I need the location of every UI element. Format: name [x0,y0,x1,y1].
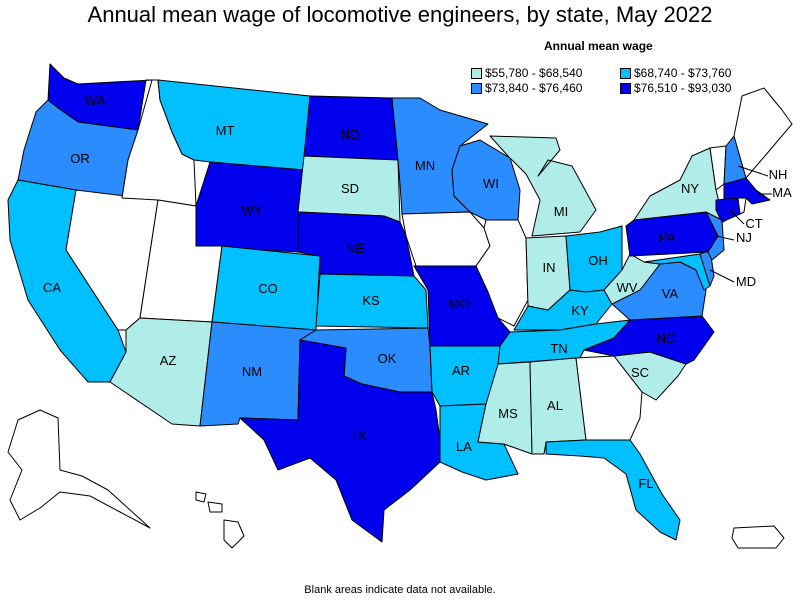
legend-swatch-3 [471,82,482,94]
state-label-va: VA [662,286,679,301]
state-label-la: LA [456,439,472,454]
state-label-al: AL [547,398,563,413]
legend-title: Annual mean wage [544,39,653,53]
state-label-nd: ND [341,127,360,142]
state-KS[interactable] [315,273,429,329]
state-label-nh: NH [769,167,788,182]
map-title: Annual mean wage of locomotive engineers… [87,2,713,27]
state-NY[interactable] [633,147,725,223]
legend-label-4: $76,510 - $93,030 [634,81,732,95]
state-label-ar: AR [452,363,470,378]
legend-item-2: $68,740 - $73,760 [620,66,731,80]
state-HI[interactable] [223,519,245,549]
state-TX[interactable] [239,339,441,543]
legend-swatch-2 [620,67,631,79]
state-IA[interactable] [401,211,491,267]
state-label-mo: MO [449,296,470,311]
state-label-co: CO [258,281,278,296]
state-label-ky: KY [571,303,589,318]
state-label-nm: NM [242,364,262,379]
state-label-pa: PA [659,230,676,245]
state-AK[interactable] [7,409,151,529]
state-AZ[interactable] [109,317,213,427]
state-label-nj: NJ [736,230,752,245]
state-label-wy: WY [242,203,263,218]
state-label-mn: MN [415,158,435,173]
state-label-ok: OK [378,351,397,366]
state-label-tn: TN [550,341,567,356]
state-CT[interactable] [715,197,741,223]
state-label-sc: SC [631,365,649,380]
state-label-ca: CA [43,280,61,295]
state-MI[interactable] [489,135,597,237]
state-label-sd: SD [341,181,359,196]
state-label-az: AZ [160,353,177,368]
state-label-mi: MI [554,204,568,219]
state-PR[interactable] [731,525,785,549]
legend-label-2: $68,740 - $73,760 [634,66,732,80]
footnote: Blank areas indicate data not available. [304,584,496,596]
state-label-wa: WA [85,93,106,108]
state-label-md: MD [736,274,756,289]
legend-item-1: $55,780 - $68,540 [471,66,582,80]
state-label-wi: WI [483,176,499,191]
legend-label-1: $55,780 - $68,540 [485,66,583,80]
state-label-mt: MT [216,123,235,138]
state-ME[interactable] [733,87,793,179]
state-label-ct: CT [745,216,762,231]
state-label-nc: NC [657,331,676,346]
state-FL[interactable] [545,439,681,541]
state-label-fl: FL [638,476,653,491]
state-label-or: OR [70,151,90,166]
legend-label-3: $73,840 - $76,460 [485,81,583,95]
legend-swatch-4 [620,82,631,94]
state-label-wv: WV [617,280,638,295]
state-RI[interactable] [737,197,747,215]
state-label-tx: TX [350,428,367,443]
state-label-oh: OH [588,253,608,268]
legend-item-4: $76,510 - $93,030 [620,81,731,95]
state-HI-3[interactable] [207,501,223,513]
state-NC[interactable] [583,315,715,365]
state-label-ma: MA [772,185,792,200]
state-HI-2[interactable] [195,491,207,503]
state-label-ny: NY [681,181,699,196]
state-label-in: IN [543,260,556,275]
legend-swatch-1 [471,67,482,79]
leader-lines [709,165,772,283]
state-IL[interactable] [475,219,529,327]
state-label-ks: KS [362,293,380,308]
state-label-ms: MS [498,406,518,421]
legend-item-3: $73,840 - $76,460 [471,81,582,95]
state-label-ne: NE [346,241,364,256]
